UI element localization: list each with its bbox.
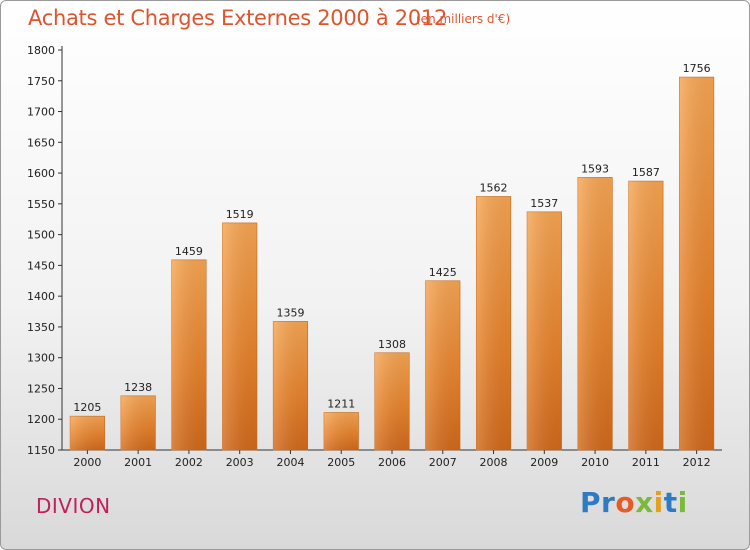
bar-shade-2004 <box>273 321 308 450</box>
bar-shade-2011 <box>628 181 664 451</box>
x-tick-label-2006: 2006 <box>378 456 406 469</box>
x-tick-label-2010: 2010 <box>581 456 609 469</box>
bar-shade-2005 <box>323 412 359 450</box>
y-tick-label: 1600 <box>27 167 55 180</box>
x-tick-label-2007: 2007 <box>429 456 457 469</box>
bar-shade-2010 <box>577 177 613 450</box>
value-labels-group: 1205 1238 1459 1519 1359 1211 1308 1425 1562 1537… <box>73 62 710 414</box>
x-tick-label-2004: 2004 <box>276 456 304 469</box>
chart-title: Achats et Charges Externes 2000 à 2012 <box>28 6 448 30</box>
x-tick-label-2008: 2008 <box>480 456 508 469</box>
bar-shade-2002 <box>171 259 207 450</box>
proxiti-logo: Proxiti <box>580 486 688 519</box>
x-tick-label-2001: 2001 <box>124 456 152 469</box>
bar-shade-2012 <box>679 77 714 451</box>
value-label-2012: 1756 <box>683 62 711 75</box>
value-label-2004: 1359 <box>276 306 304 319</box>
bar-shade-2009 <box>527 211 562 450</box>
y-tick-label: 1250 <box>27 382 55 395</box>
value-label-2005: 1211 <box>327 397 355 410</box>
y-tick-label: 1300 <box>27 352 55 365</box>
bar-shade-2007 <box>425 280 461 450</box>
y-tick-label: 1500 <box>27 229 55 242</box>
value-label-2007: 1425 <box>429 266 457 279</box>
y-tick-label: 1650 <box>27 136 55 149</box>
x-tick-label-2012: 2012 <box>683 456 711 469</box>
y-tick-label: 1450 <box>27 259 55 272</box>
y-tick-label: 1350 <box>27 321 55 334</box>
y-tick-label: 1750 <box>27 75 55 88</box>
x-tick-label-2009: 2009 <box>530 456 558 469</box>
x-tick-label-2000: 2000 <box>73 456 101 469</box>
x-tick-label-2011: 2011 <box>632 456 660 469</box>
commune-name: DIVION <box>36 494 111 518</box>
y-tick-label: 1400 <box>27 290 55 303</box>
value-label-2009: 1537 <box>530 197 558 210</box>
y-tick-label: 1150 <box>27 444 55 457</box>
y-tick-label: 1800 <box>27 44 55 57</box>
bar-shade-2006 <box>374 352 410 450</box>
value-label-2003: 1519 <box>226 208 254 221</box>
y-tick-label: 1700 <box>27 106 55 119</box>
x-tick-label-2003: 2003 <box>226 456 254 469</box>
y-tick-label: 1200 <box>27 413 55 426</box>
bar-shade-2000 <box>70 416 105 450</box>
value-label-2001: 1238 <box>124 381 152 394</box>
bar-shade-2001 <box>120 395 156 450</box>
bars-group <box>69 76 715 451</box>
x-tick-label-2005: 2005 <box>327 456 355 469</box>
value-label-2002: 1459 <box>175 245 203 258</box>
value-label-2006: 1308 <box>378 338 406 351</box>
value-label-2010: 1593 <box>581 162 609 175</box>
chart-subtitle: (en milliers d'€) <box>416 12 511 26</box>
x-tick-label-2002: 2002 <box>175 456 203 469</box>
value-label-2011: 1587 <box>632 166 660 179</box>
bar-shade-2003 <box>222 222 257 450</box>
value-label-2000: 1205 <box>73 401 101 414</box>
value-label-2008: 1562 <box>480 181 508 194</box>
bar-shade-2008 <box>476 196 511 450</box>
y-tick-label: 1550 <box>27 198 55 211</box>
